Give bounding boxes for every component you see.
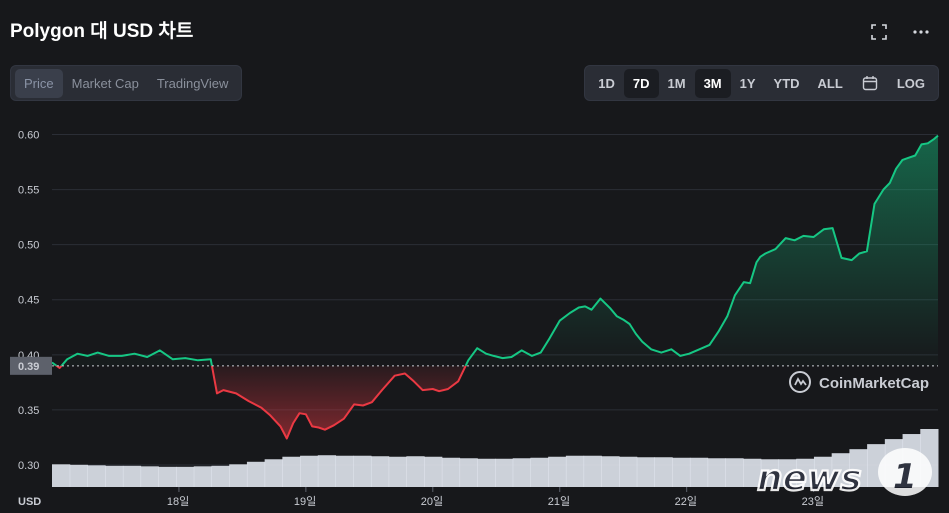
page-title: Polygon 대 USD 차트 [10,21,194,42]
calendar-icon[interactable] [852,69,888,97]
volume-bar [601,456,620,487]
tab-market-cap[interactable]: Market Cap [71,75,139,91]
volume-bar [264,459,283,487]
volume-bar [353,455,372,487]
volume-bar [530,457,549,487]
volume-bar [778,459,797,487]
tab-tradingview[interactable]: TradingView [156,75,229,91]
y-tick-label: 0.50 [18,240,39,252]
x-tick-label: 19일 [294,494,316,508]
volume-bar [335,455,354,487]
volume-bar [654,457,673,487]
volume-bar [140,466,159,487]
y-tick-label: 0.45 [18,295,39,307]
y-tick-label: 0.30 [18,460,39,472]
x-tick-label: 21일 [548,494,570,508]
volume-bar [211,465,230,487]
top-icons [869,22,931,42]
volume-bar [105,465,124,487]
y-tick-label: 0.60 [18,130,39,142]
volume-bar [441,457,461,487]
line-down [54,365,467,440]
coinmarketcap-watermark: CoinMarketCap [789,371,929,393]
x-axis: 18일 19일 20일 21일 22일 23일 [167,487,824,508]
volume-bar [87,465,106,487]
news1-badge-icon: 1 [878,448,932,497]
range-7d[interactable]: 7D [623,68,659,98]
volume-bar [636,457,655,487]
volume-bar [52,464,71,487]
volume-bar [122,465,142,487]
range-all[interactable]: ALL [817,75,843,91]
watermark-text: CoinMarketCap [819,375,929,392]
volume-bar [831,453,850,487]
volume-bar [796,458,815,487]
news1-watermark: news 1 [756,448,932,500]
volume-bar [282,456,301,487]
volume-bar [760,459,780,487]
tab-price[interactable]: Price [15,68,63,98]
volume-bar [548,456,567,487]
price-line [51,134,939,440]
volume-bar [158,466,177,487]
volume-bar [583,455,602,487]
baseline-label: 0.39 [18,361,39,373]
x-tick-label: 22일 [675,494,697,508]
more-icon[interactable] [911,22,931,42]
volume-bar [388,456,407,487]
volume-bar [849,449,868,487]
volume-bar [672,457,691,487]
volume-bar [317,455,337,487]
range-3m[interactable]: 3M [694,68,731,98]
volume-bar [813,456,833,487]
coinmarketcap-logo-icon [789,371,811,393]
y-tick-label: 0.35 [18,405,39,417]
range-ytd[interactable]: YTD [773,75,800,91]
volume-bar [193,466,212,487]
x-tick-label: 23일 [802,494,824,508]
range-selector: 1D 7D 1M 3M 1Y YTD ALL LOG [584,65,939,101]
range-1d[interactable]: 1D [598,75,615,91]
area-up [52,135,938,366]
volume-bar [689,457,709,487]
news1-text: news [757,458,862,499]
baseline: 0.39 [10,356,938,375]
volume-bar [370,456,390,487]
volume-bar [406,456,425,487]
area-down [52,365,938,439]
volume-bar [619,456,638,487]
y-axis-label: USD [18,496,41,508]
volume-bar [565,455,585,487]
volume-bar [300,455,319,487]
x-tick-label: 20일 [421,494,443,508]
fullscreen-icon[interactable] [869,22,889,42]
range-1y[interactable]: 1Y [739,75,756,91]
volume-bar [495,458,514,487]
range-1m[interactable]: 1M [667,75,686,91]
y-tick-label: 0.55 [18,185,39,197]
volume-bar [459,458,478,487]
volume-bar [246,461,266,487]
volume-bar [424,456,443,487]
line-up [51,134,939,366]
volume-bar [176,466,195,487]
news1-number: 1 [893,457,917,497]
volume-bar [229,464,248,487]
volume-bar [707,458,726,487]
volume-bar [477,458,496,487]
price-area [52,135,938,439]
chart-type-tabs: Price Market Cap TradingView [10,65,243,101]
volume-bar [743,458,762,487]
volume-bar [512,458,531,487]
volume-bar [69,464,88,487]
x-tick-label: 18일 [167,494,189,508]
log-toggle[interactable]: LOG [896,75,925,91]
baseline-badge [10,356,52,375]
volume-bar [725,458,744,487]
